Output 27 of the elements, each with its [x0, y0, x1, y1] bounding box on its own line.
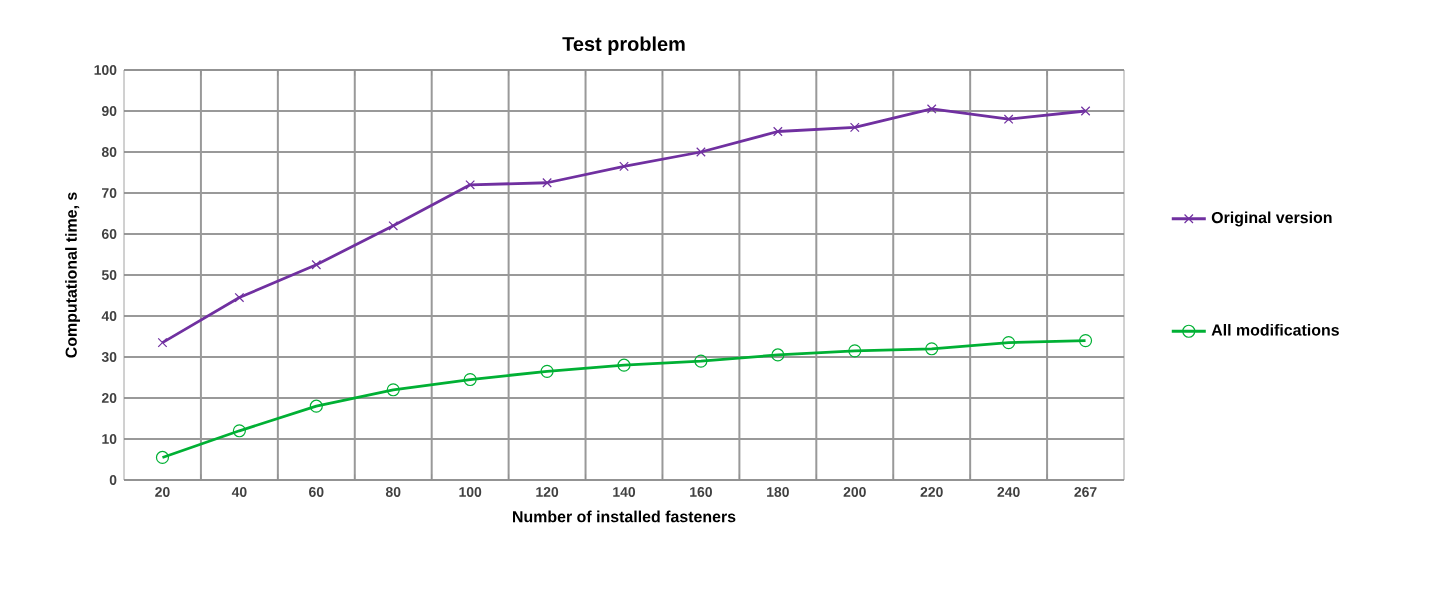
point	[1003, 114, 1014, 125]
point	[309, 399, 323, 413]
point	[619, 161, 629, 172]
point	[849, 122, 860, 133]
point	[696, 147, 706, 157]
point	[1002, 336, 1016, 350]
point	[617, 358, 631, 372]
point	[463, 372, 477, 387]
point	[465, 179, 475, 190]
point	[771, 348, 785, 362]
point	[542, 177, 552, 188]
point	[694, 354, 708, 368]
point	[311, 259, 322, 270]
point	[157, 337, 168, 348]
point	[155, 450, 170, 465]
point	[925, 342, 939, 356]
point	[926, 104, 937, 114]
point	[1080, 106, 1091, 116]
point	[386, 383, 400, 397]
chart-title: Test problem	[562, 36, 685, 55]
point	[234, 292, 245, 303]
point	[388, 220, 399, 231]
point	[232, 424, 246, 438]
point	[1078, 334, 1093, 348]
point	[540, 364, 554, 378]
point	[773, 126, 783, 137]
point	[848, 344, 862, 358]
